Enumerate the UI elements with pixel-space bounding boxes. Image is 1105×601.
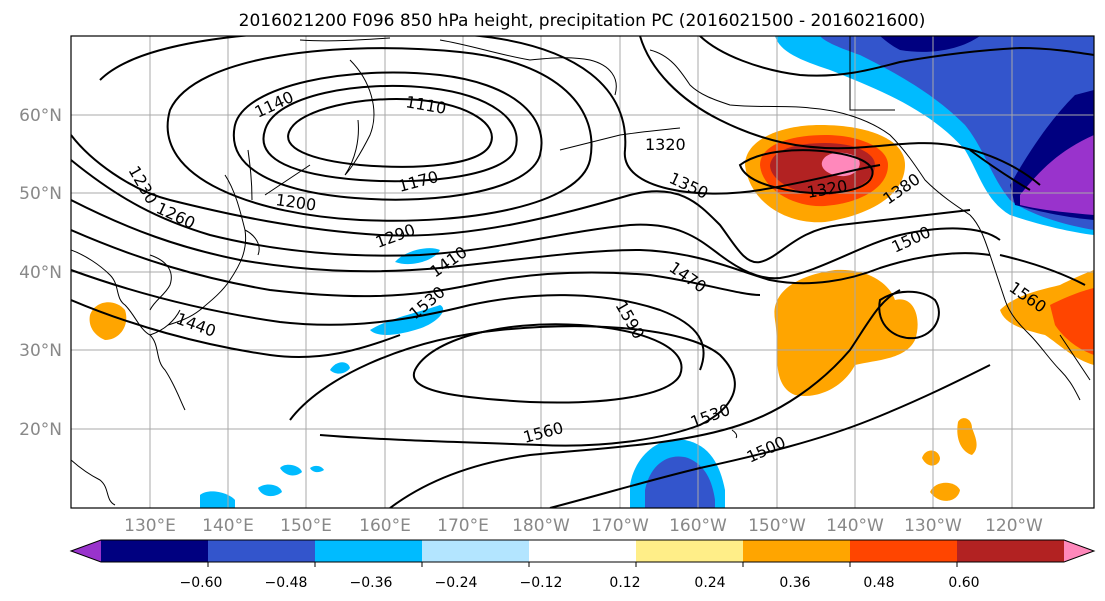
colorbar-tick-label: −0.36 (350, 575, 393, 591)
coastlines (71, 36, 1091, 506)
lon-label: 170°E (437, 516, 489, 536)
lon-label: 120°W (985, 516, 1043, 536)
lon-label: 170°W (591, 516, 649, 536)
colorbar-tick-labels: −0.60 −0.48 −0.36 −0.24 −0.12 0.12 0.24 … (180, 575, 980, 591)
lon-label: 160°W (669, 516, 727, 536)
map-title: 2016021200 F096 850 hPa height, precipit… (239, 11, 926, 31)
lon-label: 130°W (904, 516, 962, 536)
colorbar-swatch (422, 540, 530, 562)
map-panel: 1140 1110 1230 1260 1200 1170 1320 1350 … (70, 35, 1095, 509)
contour-label: 1320 (645, 135, 686, 154)
colorbar-tick-label: 0.12 (609, 575, 640, 591)
longitude-labels: 130°E 140°E 150°E 160°E 170°E 180°W 170°… (124, 516, 1043, 536)
colorbar-tick-label: −0.60 (180, 575, 223, 591)
height-contours (71, 36, 1094, 508)
colorbar-swatch (850, 540, 958, 562)
colorbar-swatch (529, 540, 637, 562)
colorbar-tick-label: −0.24 (435, 575, 478, 591)
lat-label: 30°N (19, 341, 62, 361)
lon-label: 150°W (748, 516, 806, 536)
colorbar-swatch (743, 540, 851, 562)
colorbar-swatch (208, 540, 316, 562)
graticule (71, 36, 1094, 508)
colorbar-tick-label: 0.24 (694, 575, 725, 591)
lon-label: 160°E (359, 516, 411, 536)
colorbar-swatch (71, 540, 101, 562)
map-border (70, 35, 1095, 509)
lon-label: 140°W (826, 516, 884, 536)
lon-label: 140°E (202, 516, 254, 536)
colorbar-tick-label: 0.48 (863, 575, 894, 591)
colorbar-swatch (636, 540, 744, 562)
colorbar-swatch (957, 540, 1065, 562)
lon-label: 150°E (280, 516, 332, 536)
latitude-labels: 60°N 50°N 40°N 30°N 20°N (19, 106, 62, 440)
colorbar-tick-label: 0.60 (948, 575, 979, 591)
lon-label: 130°E (124, 516, 176, 536)
colorbar-swatch (315, 540, 423, 562)
lon-label: 180°W (512, 516, 570, 536)
colorbar-swatch (1064, 540, 1094, 562)
colorbar (69, 539, 1096, 567)
colorbar-tick-label: −0.12 (520, 575, 563, 591)
colorbar-swatch (101, 540, 209, 562)
lat-label: 20°N (19, 420, 62, 440)
lat-label: 40°N (19, 263, 62, 283)
colorbar-tick-label: −0.48 (265, 575, 308, 591)
lat-label: 50°N (19, 184, 62, 204)
lat-label: 60°N (19, 106, 62, 126)
colorbar-outline (69, 539, 1096, 563)
colorbar-tick-label: 0.36 (779, 575, 810, 591)
